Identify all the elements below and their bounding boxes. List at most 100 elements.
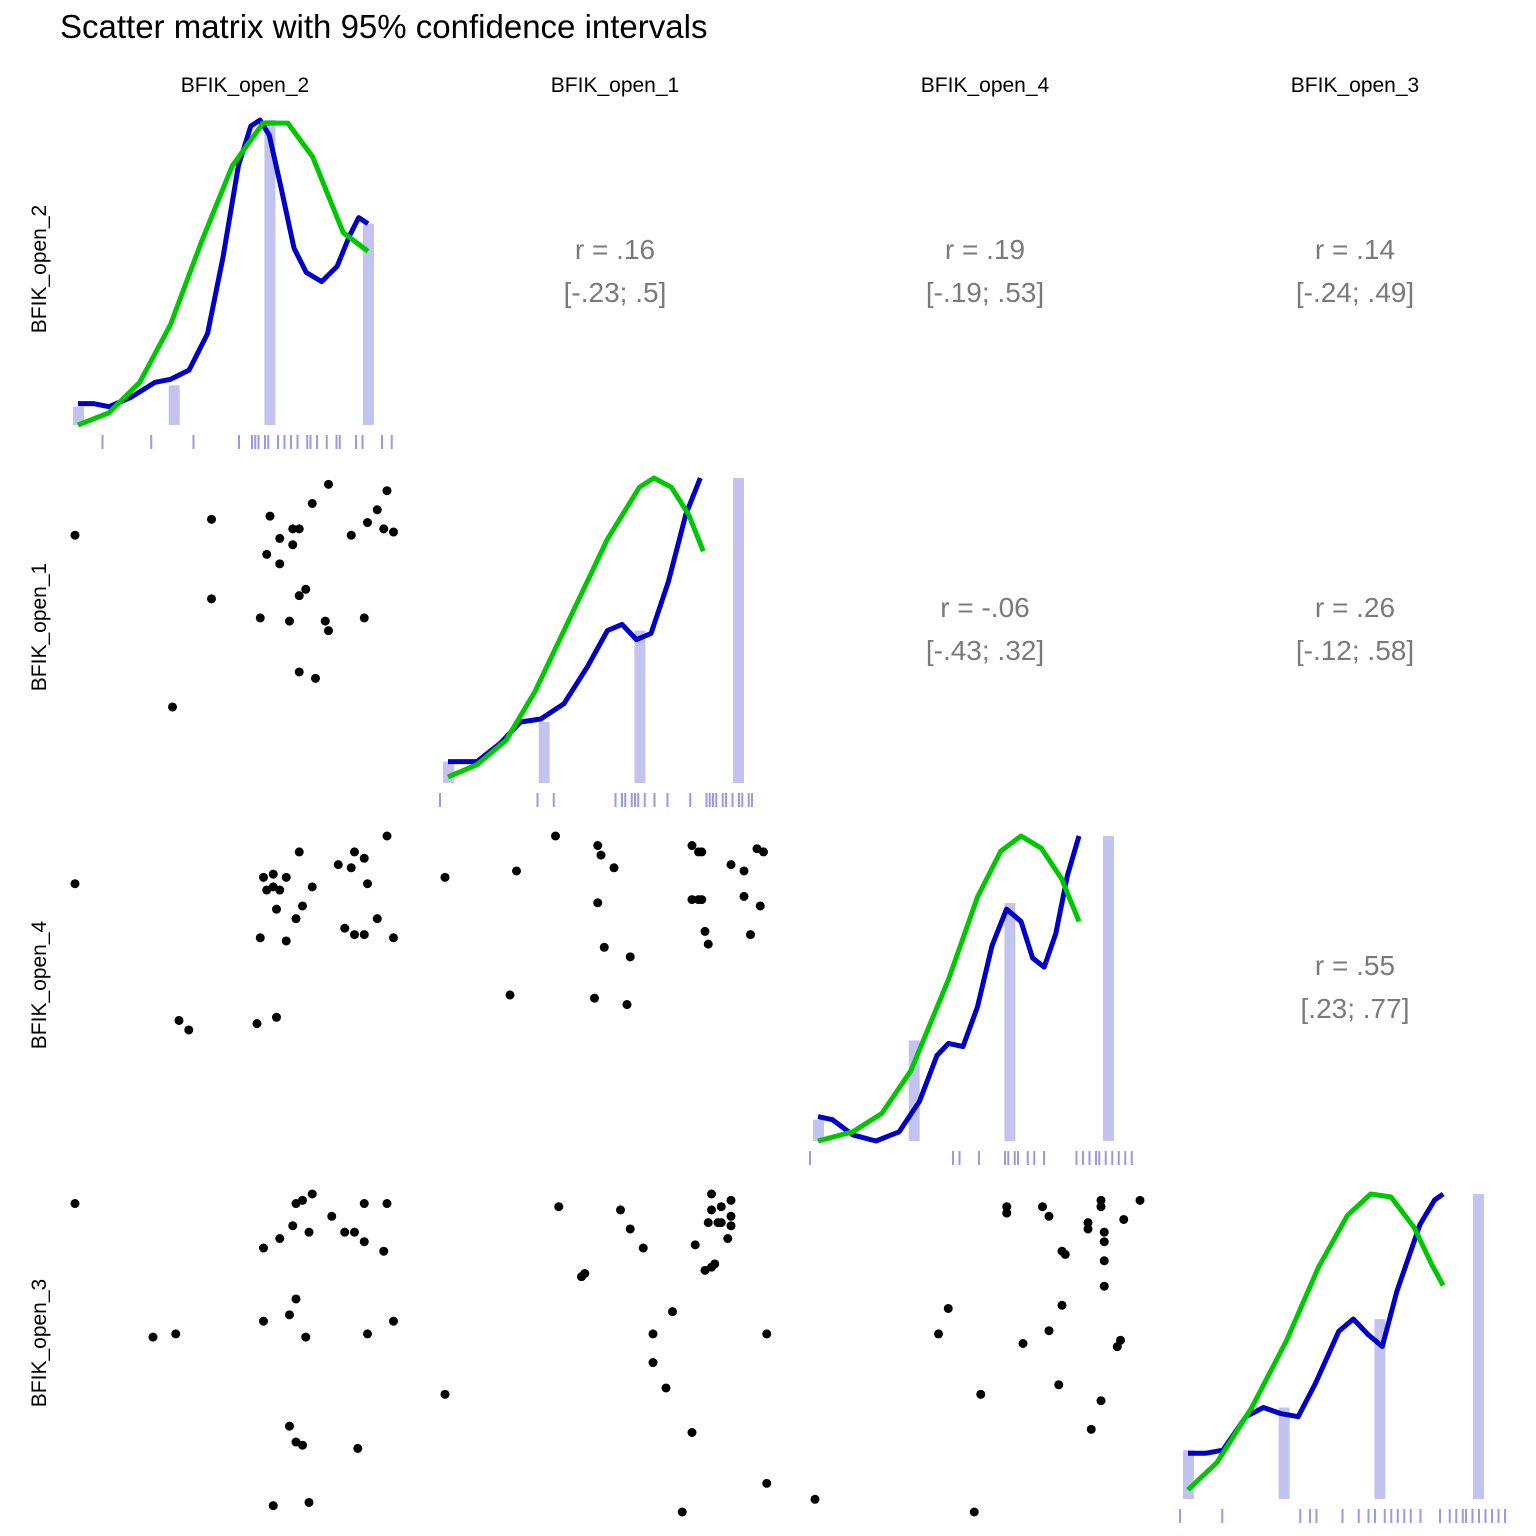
scatter-point-3-1-16 xyxy=(700,1265,710,1275)
correlation-r-0-1: r = .16 xyxy=(575,234,655,265)
scatter-point-1-0-0 xyxy=(70,530,80,540)
scatter-point-3-0-14 xyxy=(379,1246,389,1256)
scatter-point-1-0-24 xyxy=(324,626,333,636)
scatter-point-2-0-15 xyxy=(272,904,281,914)
scatter-point-3-1-12 xyxy=(690,1240,700,1250)
histogram-bar-0-0 xyxy=(73,406,84,425)
scatter-point-3-1-24 xyxy=(440,1389,450,1399)
scatter-point-1-0-12 xyxy=(262,549,272,559)
scatter-point-3-2-1 xyxy=(1002,1208,1012,1218)
scatter-point-3-1-0 xyxy=(554,1202,564,1212)
density-curve-2 xyxy=(817,835,1082,1144)
histogram-bar-3-3 xyxy=(1473,1194,1484,1499)
scatter-point-1-0-5 xyxy=(372,505,382,515)
histogram-bar-2-1 xyxy=(908,1040,920,1141)
scatter-point-2-0-21 xyxy=(372,914,382,924)
scatter-point-3-0-13 xyxy=(259,1243,268,1253)
scatter-point-3-0-28 xyxy=(304,1497,314,1507)
scatter-point-2-0-6 xyxy=(346,863,356,873)
scatter-point-2-1-25 xyxy=(590,993,599,1003)
scatter-point-3-2-13 xyxy=(1060,1249,1070,1259)
scatter-point-3-0-8 xyxy=(304,1227,314,1237)
scatter-point-3-0-21 xyxy=(148,1332,158,1342)
scatter-point-3-0-25 xyxy=(298,1440,307,1450)
scatter-point-2-0-24 xyxy=(281,936,291,946)
scatter-point-3-1-25 xyxy=(707,1189,716,1199)
scatter-point-2-0-5 xyxy=(333,860,343,870)
scatter-point-2-1-21 xyxy=(703,939,713,949)
row-label-1: BFIK_open_1 xyxy=(28,563,51,691)
scatter-point-2-1-4 xyxy=(687,841,697,851)
scatter-point-3-0-5 xyxy=(359,1199,369,1209)
scatter-point-3-1-8 xyxy=(726,1211,736,1221)
scatter-point-3-2-2 xyxy=(1038,1202,1047,1212)
column-label-1: BFIK_open_1 xyxy=(551,74,679,97)
scatter-point-1-0-22 xyxy=(320,616,330,626)
scatter-point-3-1-21 xyxy=(762,1329,772,1339)
scatter-point-1-0-1 xyxy=(207,514,216,524)
scatter-point-1-0-21 xyxy=(285,616,294,626)
scatter-point-2-1-16 xyxy=(739,891,749,901)
scatter-point-2-1-26 xyxy=(622,1000,632,1010)
scatter-point-2-1-12 xyxy=(440,872,450,882)
scatter-point-3-2-16 xyxy=(1057,1300,1067,1310)
column-label-0: BFIK_open_2 xyxy=(181,74,309,97)
scatter-point-3-2-28 xyxy=(969,1507,979,1517)
scatter-point-1-0-14 xyxy=(294,524,304,534)
scatter-point-2-0-3 xyxy=(350,847,359,857)
scatter-point-2-0-13 xyxy=(307,882,317,892)
histogram-bar-3-0 xyxy=(1183,1450,1194,1499)
scatter-point-3-2-10 xyxy=(1083,1224,1093,1234)
scatter-point-3-1-10 xyxy=(625,1224,635,1234)
scatter-point-2-0-27 xyxy=(252,1019,262,1029)
scatter-point-3-1-5 xyxy=(703,1218,713,1228)
scatter-point-2-1-17 xyxy=(755,901,765,911)
scatter-point-2-1-20 xyxy=(746,930,755,940)
scatter-point-2-1-8 xyxy=(759,847,768,857)
density-curve-0 xyxy=(78,117,370,410)
correlation-r-2-3: r = .55 xyxy=(1315,950,1395,981)
scatter-point-1-0-4 xyxy=(382,486,392,496)
correlation-r-1-3: r = .26 xyxy=(1315,592,1395,623)
scatter-point-3-0-4 xyxy=(382,1199,392,1209)
histogram-bar-0-1 xyxy=(168,385,180,425)
scatter-point-2-0-7 xyxy=(259,872,268,882)
row-label-3: BFIK_open_3 xyxy=(28,1279,51,1407)
scatter-point-3-0-9 xyxy=(340,1227,350,1237)
scatter-point-1-0-27 xyxy=(168,702,177,712)
correlation-r-0-2: r = .19 xyxy=(945,234,1025,265)
normal-curve-1 xyxy=(447,475,706,780)
scatter-point-3-0-27 xyxy=(268,1501,278,1511)
scatter-point-3-0-6 xyxy=(327,1211,337,1221)
scatter-point-3-1-19 xyxy=(668,1307,677,1317)
histogram-bar-0-2 xyxy=(264,120,276,425)
scatter-point-2-0-26 xyxy=(184,1025,194,1035)
scatter-point-3-0-23 xyxy=(285,1421,294,1431)
scatter-point-2-1-2 xyxy=(596,850,606,860)
normal-curve-2 xyxy=(817,833,1082,1144)
scatter-point-3-1-4 xyxy=(707,1205,716,1215)
histogram-bar-2-0 xyxy=(813,1119,824,1141)
histogram-bar-2-3 xyxy=(1103,836,1114,1141)
scatter-point-3-0-22 xyxy=(171,1329,181,1339)
scatter-point-2-0-18 xyxy=(340,923,350,933)
scatter-point-1-0-20 xyxy=(255,613,265,623)
scatter-point-3-2-15 xyxy=(1099,1281,1109,1291)
column-label-3: BFIK_open_3 xyxy=(1291,74,1419,97)
scatter-point-1-0-8 xyxy=(389,527,398,537)
scatter-point-1-0-13 xyxy=(288,524,298,534)
scatter-point-2-0-4 xyxy=(359,853,369,863)
scatter-point-2-0-22 xyxy=(389,933,398,943)
scatter-point-3-0-26 xyxy=(353,1443,363,1453)
correlation-ci-1-2: [-.43; .32] xyxy=(926,635,1044,666)
scatter-point-3-1-22 xyxy=(648,1358,658,1368)
scatter-point-1-0-17 xyxy=(301,584,311,594)
scatter-point-2-0-20 xyxy=(359,930,369,940)
correlation-ci-0-3: [-.24; .49] xyxy=(1296,277,1414,308)
scatter-point-1-0-2 xyxy=(307,498,317,508)
scatter-point-3-1-13 xyxy=(723,1234,733,1244)
correlation-r-0-3: r = .14 xyxy=(1315,234,1395,265)
correlation-r-1-2: r = -.06 xyxy=(940,592,1029,623)
scatter-point-2-1-3 xyxy=(609,863,619,873)
scatter-point-3-2-19 xyxy=(1044,1326,1054,1336)
